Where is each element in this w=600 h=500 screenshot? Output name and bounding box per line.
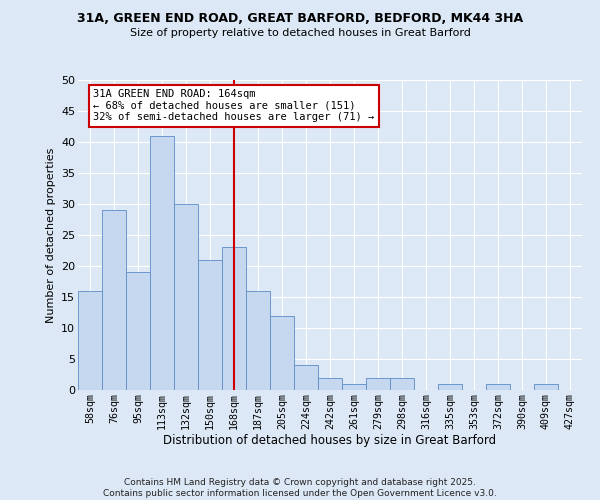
Bar (102, 210, 126, 390)
Bar (342, 384, 366, 390)
Text: Contains HM Land Registry data © Crown copyright and database right 2025.
Contai: Contains HM Land Registry data © Crown c… (103, 478, 497, 498)
Text: 31A, GREEN END ROAD, GREAT BARFORD, BEDFORD, MK44 3HA: 31A, GREEN END ROAD, GREAT BARFORD, BEDF… (77, 12, 523, 26)
Bar (318, 378, 342, 390)
Bar (198, 260, 222, 390)
Text: Size of property relative to detached houses in Great Barford: Size of property relative to detached ho… (130, 28, 470, 38)
Bar (126, 272, 150, 390)
Bar (222, 248, 246, 390)
Bar (486, 384, 510, 390)
Bar (270, 316, 294, 390)
Bar (246, 291, 270, 390)
Bar (366, 378, 390, 390)
Bar (150, 136, 174, 390)
Bar (294, 365, 318, 390)
Bar (534, 384, 558, 390)
Bar (78, 291, 102, 390)
X-axis label: Distribution of detached houses by size in Great Barford: Distribution of detached houses by size … (163, 434, 497, 448)
Text: 31A GREEN END ROAD: 164sqm
← 68% of detached houses are smaller (151)
32% of sem: 31A GREEN END ROAD: 164sqm ← 68% of deta… (93, 90, 374, 122)
Bar (438, 384, 462, 390)
Bar (390, 378, 414, 390)
Bar (174, 204, 198, 390)
Y-axis label: Number of detached properties: Number of detached properties (46, 148, 56, 322)
